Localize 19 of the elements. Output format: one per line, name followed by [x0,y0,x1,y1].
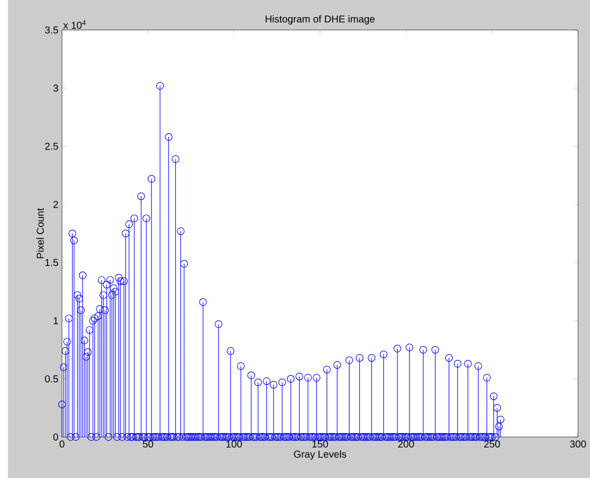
x-tick-label: 300 [570,440,586,448]
chart-title: Histogram of DHE image [266,15,375,24]
x-tick-label: 150 [312,440,328,448]
y-tick-label: 3 [53,84,58,92]
y-tick-label: 0.5 [45,375,58,382]
y-tick-label: 1 [54,317,58,324]
y-tick-label: 1.5 [45,259,58,266]
x-tick-label: 50 [142,440,154,448]
y-tick-label: 0 [53,433,58,441]
x-tick-label: 0 [60,440,64,448]
x-axis-title: Gray Levels [294,450,346,460]
y-tick-label: 3.5 [45,26,58,34]
text: x 10$^{4}$ [63,20,86,29]
y-tick-label: 2 [53,200,58,208]
x-tick-label: 100 [226,440,242,448]
y-tick-label: 2.5 [45,142,58,150]
x-tick-label: 250 [484,440,500,448]
y-axis-title: Pixel Count [36,208,44,258]
x-tick-label: 200 [398,440,414,448]
